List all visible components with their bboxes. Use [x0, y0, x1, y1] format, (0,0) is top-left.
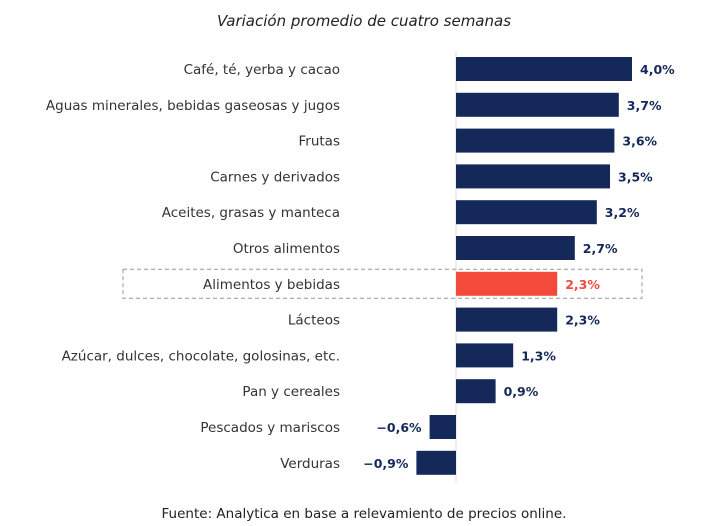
data-label: 3,6% — [622, 134, 657, 149]
bar — [456, 57, 632, 81]
data-label: 0,9% — [504, 384, 539, 399]
bar — [429, 415, 456, 439]
category-label: Carnes y derivados — [210, 169, 340, 185]
highlight-box — [122, 268, 643, 299]
category-label: Verduras — [280, 456, 340, 472]
category-label: Otros alimentos — [233, 241, 340, 257]
category-label: Pescados y mariscos — [200, 420, 340, 436]
category-label: Aceites, grasas y manteca — [162, 205, 340, 221]
bar — [456, 92, 619, 117]
data-label: 2,7% — [583, 241, 618, 256]
data-label: −0,9% — [363, 456, 409, 471]
bar — [456, 236, 575, 260]
category-label: Café, té, yerba y cacao — [184, 62, 340, 78]
category-label: Aguas minerales, bebidas gaseosas y jugo… — [46, 98, 340, 114]
bar — [456, 343, 514, 368]
category-label: Azúcar, dulces, chocolate, golosinas, et… — [62, 348, 340, 364]
data-label: 2,3% — [565, 277, 600, 292]
bar — [456, 379, 496, 404]
data-label: 4,0% — [640, 62, 675, 77]
bar — [456, 271, 558, 296]
bar — [416, 450, 456, 475]
category-label: Pan y cereales — [242, 384, 340, 400]
data-label: 1,3% — [521, 348, 556, 363]
chart-title: Variación promedio de cuatro semanas — [216, 12, 512, 30]
data-label: 3,2% — [605, 205, 640, 220]
source-note: Fuente: Analytica en base a relevamiento… — [161, 506, 567, 522]
data-label: 3,7% — [627, 98, 662, 113]
bar — [456, 128, 615, 153]
bar — [456, 307, 558, 332]
bar — [456, 200, 597, 225]
data-label: 2,3% — [565, 313, 600, 328]
data-label: −0,6% — [376, 420, 422, 435]
category-label: Frutas — [299, 134, 341, 150]
category-label: Lácteos — [288, 313, 340, 329]
data-label: 3,5% — [618, 169, 653, 184]
bar — [456, 164, 610, 189]
category-label: Alimentos y bebidas — [203, 277, 340, 293]
